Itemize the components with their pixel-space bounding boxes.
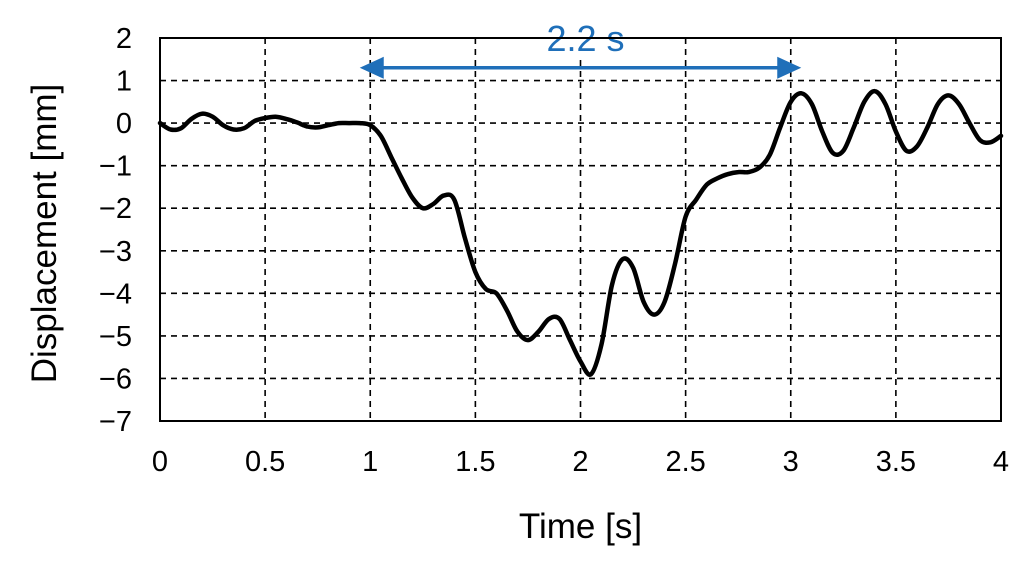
y-tick-label: −6 [99,363,132,395]
y-tick-label: −4 [99,278,132,310]
y-tick-label: −2 [99,193,132,225]
x-tick-label: 4 [993,446,1009,478]
x-axis-title: Time [s] [519,507,642,546]
y-tick-label: −7 [99,406,132,438]
x-tick-label: 0 [152,446,168,478]
grid-lines [160,38,1001,421]
plot-frame [159,37,1002,422]
y-tick-label: −1 [99,151,132,183]
x-tick-label: 1 [362,446,378,478]
data-series [157,88,1004,377]
y-axis-ticks: 2 1 0 −1 −2 −3 −4 −5 −6 −7 [99,23,132,438]
x-tick-label: 2 [572,446,588,478]
x-axis-ticks: 0 0.5 1 1.5 2 2.5 3 3.5 4 [152,446,1009,478]
displacement-line [157,88,1004,377]
y-tick-label: 2 [116,23,132,55]
annotation-arrowhead-left [359,56,384,79]
y-tick-label: 0 [116,108,132,140]
y-tick-label: −5 [99,321,132,353]
annotation-arrowhead-right [777,56,802,79]
y-axis-title: Displacement [mm] [25,84,64,384]
y-tick-label: 1 [116,66,132,98]
x-tick-label: 3 [783,446,799,478]
y-tick-label: −3 [99,236,132,268]
x-tick-label: 1.5 [455,446,495,478]
x-tick-label: 0.5 [245,446,285,478]
x-tick-label: 2.5 [665,446,705,478]
x-tick-label: 3.5 [876,446,916,478]
